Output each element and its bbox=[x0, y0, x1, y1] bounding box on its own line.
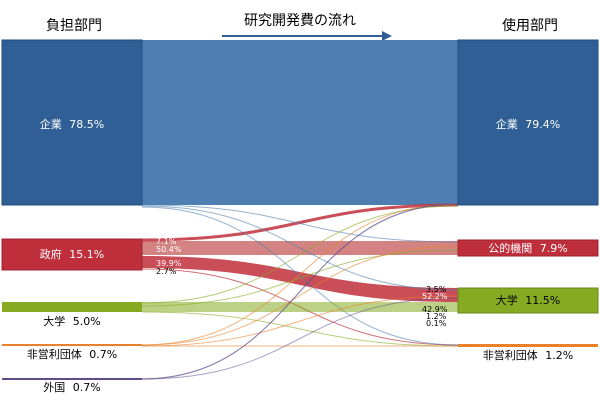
source-label-corp: 企業 78.5% bbox=[40, 117, 104, 131]
gov-out-label-1: 50.4% bbox=[156, 245, 182, 254]
flow-nonprofit-corp bbox=[141, 203, 459, 346]
univ-in-label-3: 1.2% bbox=[426, 312, 447, 321]
flow-corp-nonprofit bbox=[141, 206, 459, 346]
target-name-public: 公的機関 bbox=[488, 241, 532, 255]
source-node-univ bbox=[2, 302, 142, 312]
source-share-nonprofit: 0.7% bbox=[89, 348, 117, 361]
univ-in-label-2: 42.9% bbox=[422, 305, 448, 314]
target-share-public: 7.9% bbox=[540, 242, 568, 255]
flow-univ-nonprofit bbox=[141, 311, 459, 347]
source-share-univ: 5.0% bbox=[73, 315, 101, 328]
source-node-foreign bbox=[2, 378, 142, 380]
flow-direction-arrowhead bbox=[382, 31, 392, 41]
flow-corp-public bbox=[141, 204, 459, 243]
source-label-foreign: 外国 0.7% bbox=[43, 381, 100, 394]
source-name-foreign: 外国 bbox=[43, 381, 65, 394]
source-label-nonprofit: 非営利団体 0.7% bbox=[27, 347, 117, 361]
flow-foreign-univ bbox=[141, 297, 459, 380]
target-share-nonprofit: 1.2% bbox=[545, 349, 573, 362]
target-name-nonprofit: 非営利団体 bbox=[483, 348, 538, 362]
target-label-public: 公的機関 7.9% bbox=[488, 241, 567, 255]
source-node-gov bbox=[1, 238, 143, 271]
univ-in-label-4: 0.1% bbox=[426, 319, 447, 328]
flow-gov-corp bbox=[141, 203, 459, 242]
flow-corp-univ bbox=[141, 205, 459, 291]
source-name-univ: 大学 bbox=[43, 314, 65, 328]
flow-univ-public bbox=[141, 249, 459, 307]
target-node-univ bbox=[457, 287, 599, 314]
target-label-univ: 大学 11.5% bbox=[496, 293, 560, 307]
source-node-nonprofit bbox=[2, 344, 142, 346]
band-corp-corp bbox=[142, 40, 458, 205]
target-node-public bbox=[457, 239, 599, 257]
target-node-nonprofit bbox=[458, 344, 598, 347]
flow-nonprofit-univ bbox=[141, 295, 459, 347]
univ-in-label-0: 3.5% bbox=[426, 285, 447, 294]
target-share-corp: 79.4% bbox=[525, 118, 560, 131]
gov-out-label-3: 2.7% bbox=[156, 267, 177, 276]
band-gov-univ bbox=[142, 256, 458, 302]
univ-in-label-1: 52.2% bbox=[422, 292, 448, 301]
gov-out-label-0: 7.1% bbox=[156, 237, 177, 246]
source-label-univ: 大学 5.0% bbox=[43, 314, 100, 328]
source-share-corp: 78.5% bbox=[69, 118, 104, 131]
chart-title: 研究開発費の流れ bbox=[244, 13, 356, 29]
target-label-nonprofit: 非営利団体 1.2% bbox=[483, 348, 573, 362]
right-header: 使用部門 bbox=[502, 17, 558, 34]
target-share-univ: 11.5% bbox=[525, 294, 560, 307]
source-name-gov: 政府 bbox=[40, 247, 62, 261]
target-label-corp: 企業 79.4% bbox=[496, 117, 560, 131]
source-share-gov: 15.1% bbox=[69, 248, 104, 261]
gov-out-label-2: 39.9% bbox=[156, 259, 182, 268]
source-name-nonprofit: 非営利団体 bbox=[27, 347, 82, 361]
source-label-gov: 政府 15.1% bbox=[40, 247, 104, 261]
left-header: 負担部門 bbox=[46, 18, 102, 34]
band-univ-univ bbox=[142, 302, 458, 312]
target-name-univ: 大学 bbox=[496, 293, 518, 307]
flow-nonprofit-public bbox=[141, 245, 459, 346]
source-name-corp: 企業 bbox=[40, 117, 62, 131]
flow-foreign-corp bbox=[141, 203, 459, 380]
target-node-corp bbox=[457, 39, 599, 206]
source-share-foreign: 0.7% bbox=[73, 381, 101, 394]
source-node-corp bbox=[1, 39, 143, 206]
target-name-corp: 企業 bbox=[496, 117, 518, 131]
